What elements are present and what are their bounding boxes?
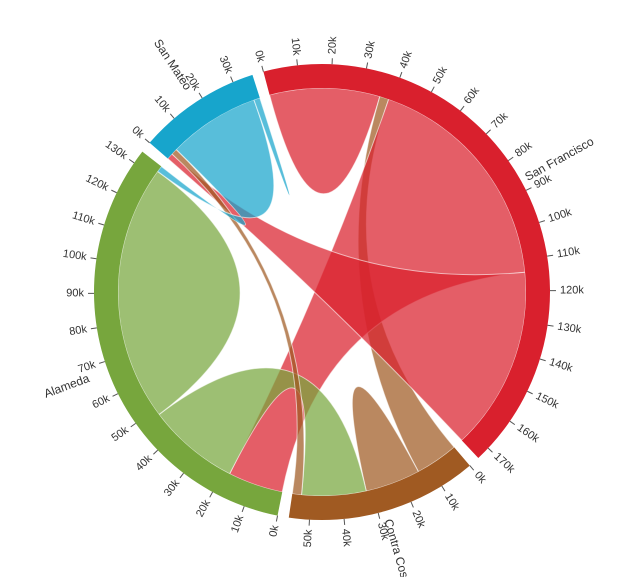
tick-label-contra-costa-10: 10k — [442, 491, 462, 513]
tick-mark-san-mateo-0 — [144, 138, 150, 144]
tick-label-alameda-0: 0k — [267, 524, 281, 538]
tick-label-san-mateo-30: 30k — [217, 54, 235, 75]
tick-label-contra-costa-40: 40k — [339, 528, 353, 547]
group-arcs-layer — [93, 63, 551, 520]
tick-mark-san-francisco-40 — [399, 71, 403, 78]
ribbon-san-mateo-to-san-mateo — [253, 97, 290, 196]
tick-mark-san-francisco-110 — [547, 254, 554, 257]
tick-label-san-francisco-100: 100k — [547, 206, 574, 225]
tick-label-san-francisco-120: 120k — [560, 284, 584, 296]
tick-label-contra-costa-30: 30k — [375, 521, 391, 542]
tick-label-alameda-20: 20k — [194, 497, 213, 519]
tick-label-san-francisco-150: 150k — [534, 390, 561, 411]
tick-label-san-mateo-10: 10k — [152, 93, 173, 115]
tick-mark-alameda-70 — [99, 361, 106, 364]
ribbons-layer — [117, 87, 527, 497]
tick-label-alameda-120: 120k — [84, 173, 111, 194]
group-arc-alameda — [93, 151, 283, 516]
tick-mark-alameda-80 — [90, 327, 97, 330]
tick-mark-alameda-40 — [153, 449, 159, 455]
tick-label-san-francisco-160: 160k — [515, 422, 542, 446]
tick-mark-san-francisco-100 — [538, 220, 545, 223]
tick-mark-alameda-20 — [209, 491, 214, 498]
tick-label-alameda-110: 110k — [71, 209, 97, 227]
tick-label-san-francisco-60: 60k — [462, 85, 483, 107]
group-label-san-francisco: San Francisco — [522, 134, 596, 184]
tick-mark-san-francisco-60 — [460, 105, 465, 112]
tick-label-contra-costa-50: 50k — [302, 529, 315, 548]
tick-mark-contra-costa-10 — [441, 485, 446, 492]
tick-label-alameda-80: 80k — [68, 323, 88, 338]
tick-mark-san-francisco-90 — [525, 187, 532, 191]
group-label-san-mateo: San Mateo — [151, 37, 195, 93]
tick-label-san-francisco-0: 0k — [252, 49, 267, 64]
tick-label-san-francisco-110: 110k — [556, 245, 581, 261]
tick-mark-contra-costa-20 — [410, 501, 414, 508]
tick-label-contra-costa-20: 20k — [410, 509, 428, 530]
tick-mark-san-francisco-70 — [485, 129, 491, 135]
tick-label-alameda-10: 10k — [229, 513, 247, 534]
tick-mark-alameda-50 — [130, 422, 136, 428]
tick-label-san-francisco-30: 30k — [362, 39, 377, 59]
tick-label-alameda-60: 60k — [90, 392, 112, 411]
group-arc-contra-costa — [288, 447, 470, 520]
tick-mark-alameda-30 — [179, 472, 184, 479]
tick-label-san-mateo-0: 0k — [129, 124, 146, 141]
tick-mark-san-mateo-10 — [169, 113, 175, 119]
tick-label-san-francisco-20: 20k — [326, 36, 339, 55]
tick-mark-san-francisco-170 — [487, 447, 493, 453]
tick-mark-san-francisco-80 — [508, 156, 514, 162]
tick-mark-alameda-10 — [241, 506, 245, 513]
tick-label-alameda-50: 50k — [109, 424, 131, 444]
tick-label-san-francisco-140: 140k — [548, 356, 575, 375]
tick-mark-san-francisco-30 — [365, 62, 369, 69]
tick-mark-san-francisco-150 — [527, 390, 533, 395]
tick-mark-san-francisco-160 — [509, 420, 516, 426]
tick-mark-alameda-120 — [111, 189, 117, 194]
group-label-contra-costa: Contra Costa — [381, 517, 414, 577]
tick-mark-san-francisco-50 — [430, 86, 435, 93]
ribbon-san-francisco-to-san-mateo — [167, 153, 527, 442]
tick-label-alameda-40: 40k — [134, 452, 155, 473]
tick-label-san-francisco-40: 40k — [398, 49, 416, 70]
tick-label-alameda-30: 30k — [162, 477, 183, 499]
tick-mark-san-francisco-0 — [261, 65, 264, 72]
ribbon-alameda-to-san-mateo — [156, 99, 275, 226]
tick-label-alameda-90: 90k — [66, 287, 84, 299]
tick-label-san-francisco-80: 80k — [513, 139, 535, 159]
tick-mark-alameda-100 — [90, 257, 97, 260]
tick-label-contra-costa-0: 0k — [472, 469, 489, 486]
tick-mark-san-francisco-140 — [539, 358, 546, 362]
tick-mark-alameda-110 — [98, 222, 105, 226]
tick-mark-contra-costa-30 — [377, 512, 381, 519]
group-arc-san-mateo — [149, 74, 260, 159]
tick-label-alameda-70: 70k — [77, 359, 98, 376]
tick-mark-alameda-0 — [275, 515, 279, 522]
group-label-alameda: Alameda — [42, 371, 92, 401]
tick-mark-san-mateo-20 — [198, 92, 203, 99]
tick-mark-alameda-60 — [112, 393, 119, 397]
tick-label-san-francisco-130: 130k — [557, 321, 583, 336]
tick-mark-san-francisco-130 — [547, 324, 554, 327]
tick-mark-contra-costa-0 — [469, 465, 475, 471]
tick-label-san-francisco-10: 10k — [289, 37, 303, 56]
tick-mark-san-francisco-10 — [296, 59, 298, 66]
tick-label-alameda-100: 100k — [62, 248, 88, 263]
tick-mark-san-mateo-30 — [230, 76, 234, 83]
tick-label-san-francisco-170: 170k — [491, 451, 517, 476]
tick-mark-alameda-130 — [128, 158, 135, 164]
ribbon-alameda-to-alameda — [117, 170, 241, 416]
tick-label-san-francisco-70: 70k — [489, 110, 510, 131]
tick-mark-contra-costa-40 — [343, 518, 346, 525]
tick-label-alameda-130: 130k — [103, 139, 130, 163]
tick-label-san-francisco-50: 50k — [431, 64, 450, 86]
